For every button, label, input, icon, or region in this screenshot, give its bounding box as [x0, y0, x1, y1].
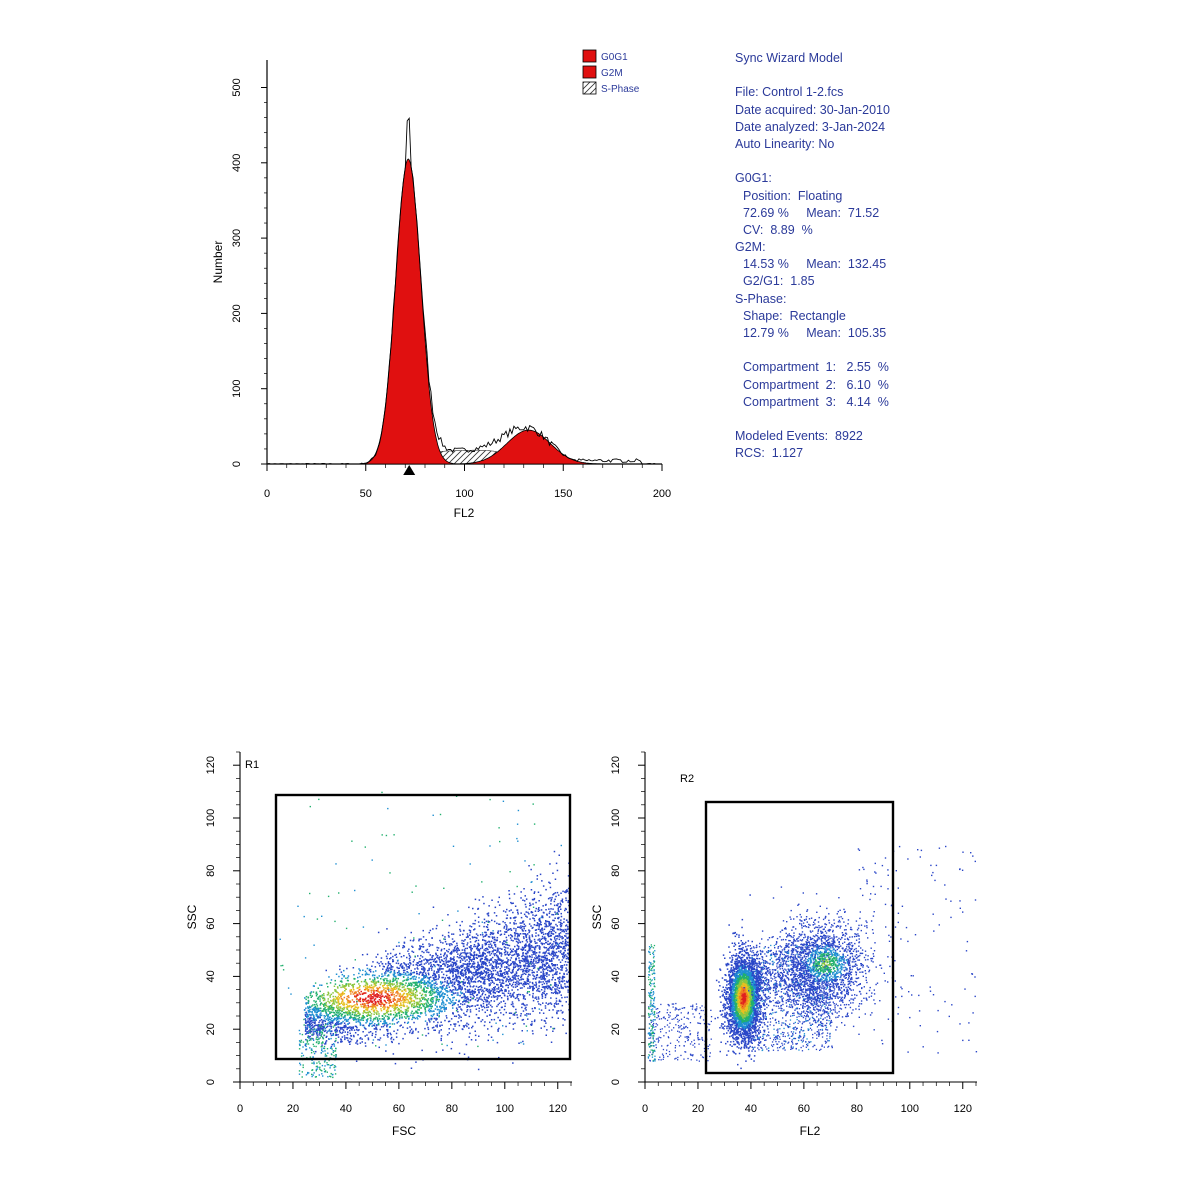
scatter-xtick-label: 120 — [549, 1103, 567, 1115]
stats-g2m-header: G2M: — [735, 240, 766, 255]
stats-title: Sync Wizard Model — [735, 51, 843, 65]
legend-swatch-sphase — [582, 81, 597, 95]
stats-compartment-1: Compartment 1: 2.55 % — [743, 360, 889, 375]
scatter1-points — [279, 791, 570, 1079]
legend-swatch-g2m — [582, 65, 597, 79]
hist-y-label: Number — [211, 241, 225, 284]
scatter1-y-label: SSC — [185, 904, 199, 929]
hist-x-label: FL2 — [454, 506, 475, 520]
stats-sphase-pct-mean: 12.79 % Mean: 105.35 — [743, 326, 887, 340]
hist-ytick-label: 500 — [231, 78, 243, 96]
scatter2-y-label: SSC — [590, 904, 604, 929]
scatter-xtick-label: 80 — [851, 1103, 863, 1115]
scatter-xtick-label: 80 — [446, 1103, 458, 1115]
legend-swatch-g0g1 — [582, 49, 597, 63]
g0g1-mean-marker — [403, 465, 416, 475]
stats-g2g1: G2/G1: 1.85 — [743, 274, 815, 289]
hist-ytick-label: 300 — [231, 229, 243, 247]
scatter-ytick-label: 120 — [205, 756, 217, 774]
scatter-xtick-label: 40 — [340, 1103, 352, 1115]
region-r1-gate[interactable] — [274, 793, 572, 1061]
scatter-xtick-label: 20 — [287, 1103, 299, 1115]
hist-xtick-label: 100 — [455, 488, 473, 500]
scatter-ytick-label: 80 — [610, 865, 622, 877]
scatter-ytick-label: 120 — [610, 756, 622, 774]
scatter-ytick-label: 20 — [205, 1023, 217, 1035]
scatter-ytick-label: 0 — [205, 1079, 217, 1085]
scatter-xtick-label: 0 — [237, 1103, 243, 1115]
region-r2-label: R2 — [680, 773, 694, 785]
hist-xtick-label: 0 — [264, 488, 270, 500]
stats-g0g1-header: G0G1: — [735, 171, 772, 186]
hist-ytick-label: 200 — [231, 304, 243, 322]
legend-label-g0g1: G0G1 — [601, 52, 628, 63]
scatter-ytick-label: 20 — [610, 1023, 622, 1035]
scatter-xtick-label: 40 — [745, 1103, 757, 1115]
scatter-ytick-label: 40 — [205, 970, 217, 982]
legend-label-g2m: G2M — [601, 68, 623, 79]
scatter-ytick-label: 40 — [610, 970, 622, 982]
stats-g0g1-cv: CV: 8.89 % — [743, 222, 813, 237]
stats-date-acquired: Date acquired: 30-Jan-2010 — [735, 102, 890, 117]
scatter-ytick-label: 60 — [205, 917, 217, 929]
scatter1-x-label: FSC — [392, 1124, 416, 1138]
hist-xtick-label: 200 — [653, 488, 671, 500]
histogram-data-outline — [266, 117, 663, 465]
scatter-xtick-label: 120 — [954, 1103, 972, 1115]
hist-ytick-label: 400 — [231, 154, 243, 172]
hist-ytick-label: 0 — [231, 461, 243, 467]
stats-auto-linearity: Auto Linearity: No — [735, 136, 835, 151]
scatter2-x-label: FL2 — [800, 1124, 821, 1138]
hist-xtick-label: 150 — [554, 488, 572, 500]
stats-sphase-shape: Shape: Rectangle — [743, 308, 846, 323]
scatter-ytick-label: 100 — [610, 809, 622, 827]
stats-compartment-2: Compartment 2: 6.10 % — [743, 377, 889, 392]
scatter2-points — [647, 845, 978, 1070]
g2m-peak — [454, 429, 613, 465]
scatter-xtick-label: 20 — [692, 1103, 704, 1115]
scatter-xtick-label: 100 — [496, 1103, 514, 1115]
stats-file: File: Control 1-2.fcs — [735, 85, 844, 100]
scatter-ytick-label: 60 — [610, 917, 622, 929]
scatter-xtick-label: 0 — [642, 1103, 648, 1115]
stats-rcs: RCS: 1.127 — [735, 446, 804, 461]
stats-g0g1-position: Position: Floating — [743, 188, 843, 203]
region-r1-label: R1 — [245, 759, 259, 771]
scatter-xtick-label: 60 — [798, 1103, 810, 1115]
model-statistics-panel: Sync Wizard Model File: Control 1-2.fcs … — [735, 50, 1035, 463]
hist-legend: G0G1 G2M S-Phase — [582, 49, 640, 95]
scatter-ytick-label: 100 — [205, 809, 217, 827]
stats-sphase-header: S-Phase: — [735, 291, 787, 306]
scatter-ytick-label: 80 — [205, 865, 217, 877]
region-r2-gate[interactable] — [704, 800, 895, 1075]
scatter-xtick-label: 60 — [393, 1103, 405, 1115]
legend-label-sphase: S-Phase — [601, 84, 640, 95]
stats-compartment-3: Compartment 3: 4.14 % — [743, 394, 889, 409]
scatter-xtick-label: 100 — [901, 1103, 919, 1115]
stats-modeled-events: Modeled Events: 8922 — [735, 429, 863, 444]
hist-xtick-label: 50 — [360, 488, 372, 500]
stats-g0g1-pct-mean: 72.69 % Mean: 71.52 — [743, 205, 880, 220]
stats-date-analyzed: Date analyzed: 3-Jan-2024 — [735, 119, 886, 134]
stats-g2m-pct-mean: 14.53 % Mean: 132.45 — [743, 257, 887, 272]
scatter-ytick-label: 0 — [610, 1079, 622, 1085]
hist-ytick-label: 100 — [231, 380, 243, 398]
